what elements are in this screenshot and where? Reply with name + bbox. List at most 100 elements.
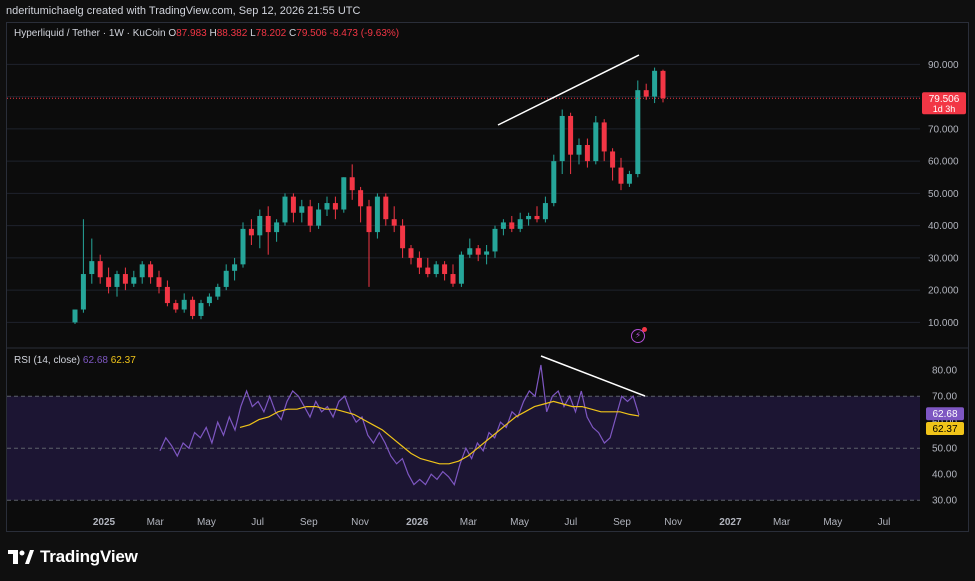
candle-body xyxy=(644,90,649,96)
candle-body xyxy=(560,116,565,161)
price-tick-label: 60.000 xyxy=(928,157,959,168)
time-tick-label: May xyxy=(823,517,842,528)
time-tick-label: Mar xyxy=(773,517,791,528)
candle-body xyxy=(131,277,136,283)
price-tick-label: 90.000 xyxy=(928,60,959,71)
candle-body xyxy=(484,251,489,254)
candle-body xyxy=(593,122,598,161)
candle-body xyxy=(173,303,178,309)
rsi-title: RSI (14, close) xyxy=(14,355,80,366)
rsi-band xyxy=(7,396,920,500)
candle-body xyxy=(232,264,237,270)
price-tick-label: 20.000 xyxy=(928,286,959,297)
candle-body xyxy=(585,145,590,161)
price-tick-label: 30.000 xyxy=(928,253,959,264)
candle-body xyxy=(81,274,86,309)
time-tick-label: 2026 xyxy=(406,517,429,528)
time-tick-label: Mar xyxy=(460,517,478,528)
candle-body xyxy=(241,229,246,264)
candle-body xyxy=(89,261,94,274)
rsi-tick-label: 70.00 xyxy=(932,392,957,403)
candle-body xyxy=(123,274,128,284)
footer-brand: TradingView xyxy=(8,546,138,568)
rsi-tick-label: 50.00 xyxy=(932,444,957,455)
open-value: 87.983 xyxy=(176,28,207,39)
time-tick-label: Nov xyxy=(351,517,369,528)
candle-body xyxy=(526,216,531,219)
candle-body xyxy=(493,229,498,252)
rsi-trendline xyxy=(541,356,645,396)
price-tick-label: 70.000 xyxy=(928,124,959,135)
high-label: H xyxy=(209,28,216,39)
time-tick-label: Mar xyxy=(147,517,165,528)
time-tick-label: Sep xyxy=(300,517,318,528)
rsi-tick-label: 30.00 xyxy=(932,496,957,507)
candle-body xyxy=(375,197,380,232)
candle-body xyxy=(442,264,447,274)
symbol-legend: Hyperliquid / Tether · 1W · KuCoin O87.9… xyxy=(14,28,399,39)
candle-body xyxy=(257,216,262,235)
candle-body xyxy=(568,116,573,155)
time-tick-label: Jul xyxy=(251,517,264,528)
rsi-ma-badge-text: 62.37 xyxy=(932,424,957,435)
candlestick-series[interactable] xyxy=(7,68,920,324)
open-label: O xyxy=(168,28,176,39)
candle-body xyxy=(224,271,229,287)
candle-body xyxy=(467,248,472,254)
symbol-title: Hyperliquid / Tether · 1W · KuCoin xyxy=(14,28,166,39)
time-tick-label: May xyxy=(197,517,216,528)
time-axis: 2025 Mar May Jul Sep Nov 2026 Mar May Jul Sep Nov 20… xyxy=(93,517,891,528)
rsi-tick-label: 40.00 xyxy=(932,470,957,481)
close-value: 79.506 xyxy=(296,28,327,39)
candle-body xyxy=(652,71,657,97)
time-tick-label: Sep xyxy=(613,517,631,528)
candle-body xyxy=(207,297,212,303)
rsi-tick-label: 80.00 xyxy=(932,366,957,377)
price-tick-label: 50.000 xyxy=(928,189,959,200)
candle-body xyxy=(602,122,607,151)
candle-body xyxy=(350,177,355,190)
candle-body xyxy=(182,300,187,310)
flash-alert-icon[interactable]: ⚡ xyxy=(631,329,645,343)
candle-body xyxy=(518,219,523,229)
candle-body xyxy=(509,222,514,228)
low-value: 78.202 xyxy=(256,28,287,39)
candle-body xyxy=(476,248,481,254)
candle-body xyxy=(115,274,120,287)
change-value: -8.473 (-9.63%) xyxy=(330,28,399,39)
candle-body xyxy=(308,206,313,225)
candle-body xyxy=(148,264,153,277)
candle-body xyxy=(358,190,363,206)
candle-body xyxy=(543,203,548,219)
candle-body xyxy=(451,274,456,284)
candle-body xyxy=(190,300,195,316)
time-tick-label: 2025 xyxy=(93,517,116,528)
candle-body xyxy=(274,222,279,232)
candle-body xyxy=(291,197,296,213)
brand-name: TradingView xyxy=(40,547,138,567)
candle-body xyxy=(157,277,162,287)
time-tick-label: Jul xyxy=(878,517,891,528)
candle-body xyxy=(392,219,397,225)
candle-body xyxy=(400,226,405,249)
time-tick-label: Jul xyxy=(564,517,577,528)
candle-body xyxy=(299,206,304,212)
candle-body xyxy=(425,268,430,274)
candle-body xyxy=(341,177,346,209)
candle-body xyxy=(409,248,414,258)
candle-body xyxy=(501,222,506,228)
high-value: 88.382 xyxy=(217,28,248,39)
candle-body xyxy=(215,287,220,297)
alert-dot xyxy=(642,327,647,332)
candle-body xyxy=(199,303,204,316)
price-trendline xyxy=(498,55,639,125)
candle-body xyxy=(325,203,330,209)
candle-body xyxy=(535,216,540,219)
tradingview-logo-icon xyxy=(8,550,34,564)
price-tick-label: 10.000 xyxy=(928,318,959,329)
candle-body xyxy=(106,277,111,287)
candle-body xyxy=(367,206,372,232)
candle-body xyxy=(316,210,321,226)
